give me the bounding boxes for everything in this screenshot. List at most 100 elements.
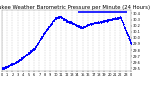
Point xyxy=(68,21,70,22)
Point xyxy=(11,63,13,64)
Point xyxy=(45,30,47,31)
Point xyxy=(113,17,116,19)
Point xyxy=(72,23,75,24)
Point xyxy=(91,23,93,24)
Point xyxy=(64,20,66,21)
Point xyxy=(122,24,125,25)
Point xyxy=(44,29,47,31)
Point xyxy=(14,62,16,64)
Point xyxy=(75,24,77,25)
Point xyxy=(27,52,30,54)
Point xyxy=(70,22,73,23)
Point xyxy=(100,22,102,24)
Point xyxy=(110,19,113,20)
Point xyxy=(64,19,66,20)
Point xyxy=(76,24,79,26)
Point xyxy=(56,17,58,19)
Point xyxy=(4,67,7,68)
Point xyxy=(64,18,66,20)
Point xyxy=(2,66,5,68)
Point xyxy=(40,36,43,38)
Point xyxy=(48,25,51,26)
Point xyxy=(112,17,115,19)
Point xyxy=(31,50,34,51)
Point xyxy=(58,16,61,17)
Point xyxy=(32,49,35,50)
Point xyxy=(110,18,113,20)
Point xyxy=(98,22,100,23)
Point xyxy=(34,46,36,48)
Point xyxy=(44,30,47,31)
Point xyxy=(113,18,116,19)
Point xyxy=(16,61,18,62)
Point xyxy=(49,24,51,25)
Point xyxy=(75,25,77,27)
Point xyxy=(57,17,60,18)
Point xyxy=(12,62,15,64)
Point xyxy=(86,24,88,26)
Point xyxy=(32,50,35,51)
Point xyxy=(19,58,22,60)
Point xyxy=(110,19,112,20)
Point xyxy=(35,44,38,46)
Point xyxy=(117,16,120,18)
Point xyxy=(53,19,55,20)
Point xyxy=(7,66,9,67)
Point xyxy=(52,20,54,21)
Point xyxy=(126,34,129,35)
Point xyxy=(27,53,29,54)
Point xyxy=(119,17,122,18)
Point xyxy=(77,26,80,27)
Point xyxy=(79,26,82,27)
Point xyxy=(106,20,108,22)
Point xyxy=(52,20,54,21)
Point xyxy=(30,50,33,51)
Point xyxy=(37,42,40,43)
Point xyxy=(127,36,129,37)
Point xyxy=(100,21,102,22)
Point xyxy=(47,26,49,28)
Point xyxy=(16,61,18,63)
Point xyxy=(127,37,130,38)
Point xyxy=(11,63,13,65)
Point xyxy=(115,18,118,19)
Point xyxy=(12,63,14,64)
Point xyxy=(24,54,27,56)
Point xyxy=(31,50,33,51)
Point xyxy=(86,24,89,25)
Point xyxy=(99,20,101,22)
Point xyxy=(46,28,48,29)
Point xyxy=(27,53,29,54)
Point xyxy=(46,29,48,30)
Point xyxy=(105,20,108,21)
Point xyxy=(128,39,131,40)
Point xyxy=(81,27,83,28)
Point xyxy=(109,19,112,20)
Point xyxy=(15,62,18,63)
Point xyxy=(68,21,71,23)
Point xyxy=(75,25,78,26)
Point xyxy=(123,25,125,26)
Point xyxy=(7,65,9,67)
Point xyxy=(31,50,34,51)
Point xyxy=(82,26,84,28)
Point xyxy=(73,23,75,24)
Point xyxy=(50,22,53,23)
Point xyxy=(3,67,5,68)
Point xyxy=(13,63,16,64)
Point xyxy=(40,36,43,38)
Point xyxy=(83,26,86,27)
Point xyxy=(24,56,26,57)
Point xyxy=(80,26,82,27)
Point xyxy=(95,22,98,24)
Point xyxy=(50,23,53,24)
Point xyxy=(80,26,82,28)
Point xyxy=(63,18,66,20)
Point xyxy=(37,41,39,42)
Point xyxy=(110,19,113,20)
Point xyxy=(32,49,34,50)
Point xyxy=(68,21,71,23)
Point xyxy=(65,20,68,21)
Point xyxy=(127,35,130,37)
Point xyxy=(55,17,58,18)
